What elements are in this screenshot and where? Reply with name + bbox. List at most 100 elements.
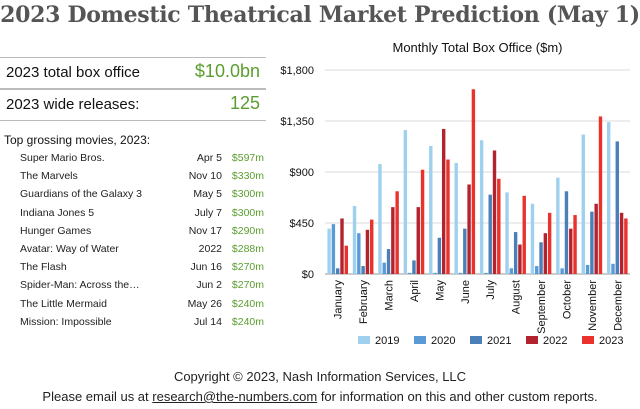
movie-row: Hunger Games Nov 17 $290m xyxy=(0,223,266,241)
x-tick-label: November xyxy=(587,280,599,331)
bar-2023-may xyxy=(446,159,450,274)
bar-2021-september xyxy=(539,242,543,274)
movie-date: Jun 16 xyxy=(190,261,222,274)
movie-title: Hunger Games xyxy=(20,224,92,237)
legend-label: 2021 xyxy=(487,335,511,347)
bar-2019-july xyxy=(479,140,484,274)
stat-value: $10.0bn xyxy=(194,61,260,81)
bar-2022-september xyxy=(543,233,548,274)
movie-row: Super Mario Bros. Apr 5 $597m xyxy=(0,150,266,168)
x-tick-label: April xyxy=(409,280,421,302)
bar-2021-january xyxy=(336,268,340,274)
bar-2019-september xyxy=(530,203,535,274)
bar-2023-july xyxy=(497,178,501,274)
bar-2020-april xyxy=(407,272,412,274)
movie-row: Mission: Impossible Jul 14 $240m xyxy=(0,314,266,332)
bar-2020-september xyxy=(535,266,539,274)
chart-title: Monthly Total Box Office ($m) xyxy=(392,40,562,55)
movie-date: Jun 2 xyxy=(196,279,222,292)
bar-2020-june xyxy=(458,272,463,274)
bar-2019-october xyxy=(556,177,560,274)
x-tick-label: February xyxy=(358,280,370,325)
y-tick-label: $900 xyxy=(290,167,314,179)
footer-copyright: Copyright © 2023, Nash Information Servi… xyxy=(173,369,467,384)
movie-row: Indiana Jones 5 July 7 $300m xyxy=(0,205,266,223)
movie-row: Spider-Man: Across the… Jun 2 $270m xyxy=(0,277,266,295)
bar-2023-april xyxy=(420,169,425,274)
movie-date: Nov 17 xyxy=(188,224,222,237)
bar-2020-may xyxy=(433,272,437,274)
movie-date: May 26 xyxy=(187,297,222,310)
movie-title: The Flash xyxy=(20,261,67,274)
movie-row: The Flash Jun 16 $270m xyxy=(0,259,266,277)
x-tick-label: August xyxy=(511,280,523,314)
y-tick-label: $450 xyxy=(290,218,314,230)
bar-2022-april xyxy=(416,207,420,274)
movie-row: The Little Mermaid May 26 $240m xyxy=(0,296,266,314)
bar-2021-november xyxy=(590,211,594,274)
bar-2023-october xyxy=(573,215,577,274)
stat-value: 125 xyxy=(229,93,260,113)
bar-2022-october xyxy=(569,228,573,274)
movie-gross: $270m xyxy=(231,261,264,274)
bar-2023-january xyxy=(344,245,349,274)
bar-2019-june xyxy=(454,162,458,274)
bar-2022-december xyxy=(619,212,624,274)
bar-2019-april xyxy=(403,130,408,274)
movie-date: Apr 5 xyxy=(196,152,222,164)
bar-2021-december xyxy=(615,141,619,274)
bar-2022-july xyxy=(492,150,497,274)
bar-2022-february xyxy=(365,229,370,274)
x-tick-label: December xyxy=(612,280,624,331)
legend-label: 2020 xyxy=(431,335,455,347)
bar-2022-august xyxy=(518,244,522,274)
bar-2022-june xyxy=(467,184,471,274)
movie-title: Guardians of the Galaxy 3 xyxy=(20,188,142,201)
movie-gross: $300m xyxy=(231,206,264,219)
bar-2021-february xyxy=(361,266,365,274)
movies-header: Top grossing movies, 2023: xyxy=(4,133,151,147)
stat-total-box-office: 2023 total box office $10.0bn xyxy=(0,57,266,89)
movie-gross: $288m xyxy=(231,243,264,255)
bar-2021-march xyxy=(386,249,391,274)
x-tick-label: March xyxy=(384,280,396,311)
bar-2019-november xyxy=(581,134,585,274)
y-tick-label: $0 xyxy=(302,269,314,281)
movie-title: The Marvels xyxy=(20,170,78,183)
footer-post: for information on this and other custom… xyxy=(317,389,598,404)
movie-title: Spider-Man: Across the… xyxy=(20,279,140,292)
bar-2022-march xyxy=(391,207,395,274)
movie-title: Avatar: Way of Water xyxy=(20,243,119,255)
bar-2019-december xyxy=(606,122,611,274)
bar-chart: Monthly Total Box Office ($m) $0 $450 $900 $… xyxy=(280,40,630,347)
footer-contact: Please email us at research@the-numbers.… xyxy=(0,389,640,404)
bar-2021-august xyxy=(513,232,518,274)
bar-2020-august xyxy=(509,268,514,274)
bar-2023-august xyxy=(522,195,526,274)
movie-date: Jul 14 xyxy=(193,315,222,328)
bar-2023-june xyxy=(471,89,476,274)
movie-title: Mission: Impossible xyxy=(20,315,112,328)
x-tick-label: June xyxy=(460,280,472,304)
movie-gross: $270m xyxy=(231,279,264,292)
bar-2019-may xyxy=(429,145,433,274)
legend-swatch-2022 xyxy=(526,336,538,344)
legend-swatch-2020 xyxy=(414,336,426,344)
bar-2021-july xyxy=(488,194,492,274)
movie-gross: $240m xyxy=(231,315,264,328)
x-tick-label: January xyxy=(333,280,345,320)
bar-2020-january xyxy=(331,224,336,274)
bar-2020-october xyxy=(560,268,564,274)
movie-row: Avatar: Way of Water 2022 $288m xyxy=(0,241,266,259)
bar-2021-october xyxy=(564,191,569,274)
email-link[interactable]: research@the-numbers.com xyxy=(152,389,318,404)
legend-label: 2019 xyxy=(375,335,399,347)
legend-swatch-2023 xyxy=(582,336,594,344)
bar-2019-march xyxy=(378,164,382,274)
footer-pre: Please email us at xyxy=(42,389,153,404)
y-tick-label: $1,800 xyxy=(280,65,314,77)
stat-wide-releases: 2023 wide releases: 125 xyxy=(0,89,266,121)
x-tick-label: May xyxy=(434,280,446,301)
movie-gross: $300m xyxy=(231,188,264,201)
bar-2020-march xyxy=(382,262,386,274)
